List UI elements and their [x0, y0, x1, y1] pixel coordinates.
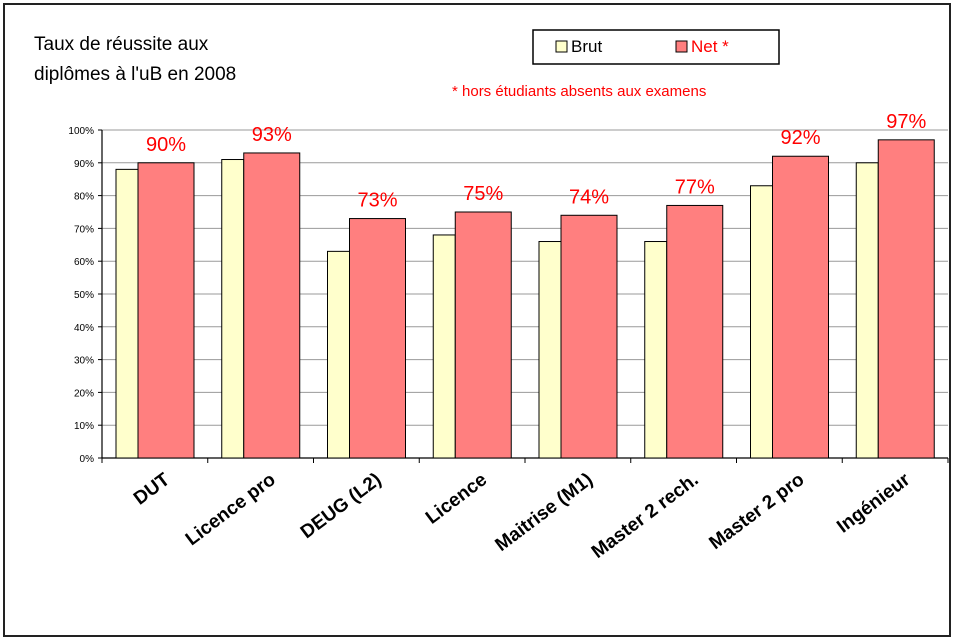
- y-tick-label: 40%: [74, 323, 94, 334]
- bar-net: [877, 139, 935, 459]
- legend-box: [532, 29, 780, 65]
- bar-net: [666, 204, 724, 459]
- bar-brut: [115, 168, 139, 459]
- chart-title-line: diplômes à l'uB en 2008: [34, 64, 236, 85]
- y-tick-label: 100%: [68, 126, 94, 137]
- data-label-net: 92%: [780, 127, 820, 149]
- x-category-label: Maitrise (M1): [491, 469, 596, 556]
- bar-brut: [538, 241, 562, 459]
- data-label-net: 73%: [357, 190, 397, 212]
- x-category-label: Licence pro: [182, 469, 280, 550]
- bar-net: [560, 214, 618, 459]
- bar-brut: [750, 185, 773, 459]
- data-label-net: 90%: [146, 134, 186, 156]
- bar-net: [772, 155, 829, 459]
- bar-net: [137, 162, 195, 459]
- legend-label-net: Net *: [691, 37, 729, 56]
- bar-brut: [432, 234, 456, 459]
- chart-title-line: Taux de réussite aux: [34, 34, 209, 55]
- x-category-label: Master 2 pro: [706, 469, 809, 554]
- data-label-net: 97%: [886, 111, 926, 133]
- bar-brut: [327, 250, 350, 459]
- x-category-label: DUT: [130, 469, 174, 510]
- y-tick-label: 50%: [74, 290, 94, 301]
- data-label-net: 75%: [463, 183, 503, 205]
- legend-swatch-net: [675, 40, 688, 53]
- x-category-label: Licence: [422, 469, 491, 528]
- chart-note: * hors étudiants absents aux examens: [452, 83, 706, 100]
- bar-brut: [855, 162, 879, 459]
- y-tick-label: 10%: [74, 421, 94, 432]
- y-tick-label: 0%: [80, 454, 95, 465]
- x-category-label: DEUG (L2): [297, 469, 386, 543]
- x-category-label: Master 2 rech.: [588, 469, 703, 563]
- x-category-label: Ingénieur: [833, 469, 914, 538]
- bar-net: [243, 152, 301, 459]
- legend-swatch-brut: [555, 40, 568, 53]
- y-tick-label: 20%: [74, 388, 94, 399]
- data-label-net: 74%: [569, 186, 609, 208]
- y-tick-label: 80%: [74, 192, 94, 203]
- legend-label-brut: Brut: [571, 37, 602, 56]
- bar-net: [349, 218, 406, 459]
- data-label-net: 93%: [252, 124, 292, 146]
- bar-net: [454, 211, 512, 459]
- bar-brut: [644, 241, 668, 459]
- y-tick-label: 60%: [74, 257, 94, 268]
- y-tick-label: 30%: [74, 356, 94, 367]
- y-tick-label: 70%: [74, 224, 94, 235]
- y-tick-label: 90%: [74, 159, 94, 170]
- data-label-net: 77%: [675, 176, 715, 198]
- bar-brut: [221, 159, 245, 459]
